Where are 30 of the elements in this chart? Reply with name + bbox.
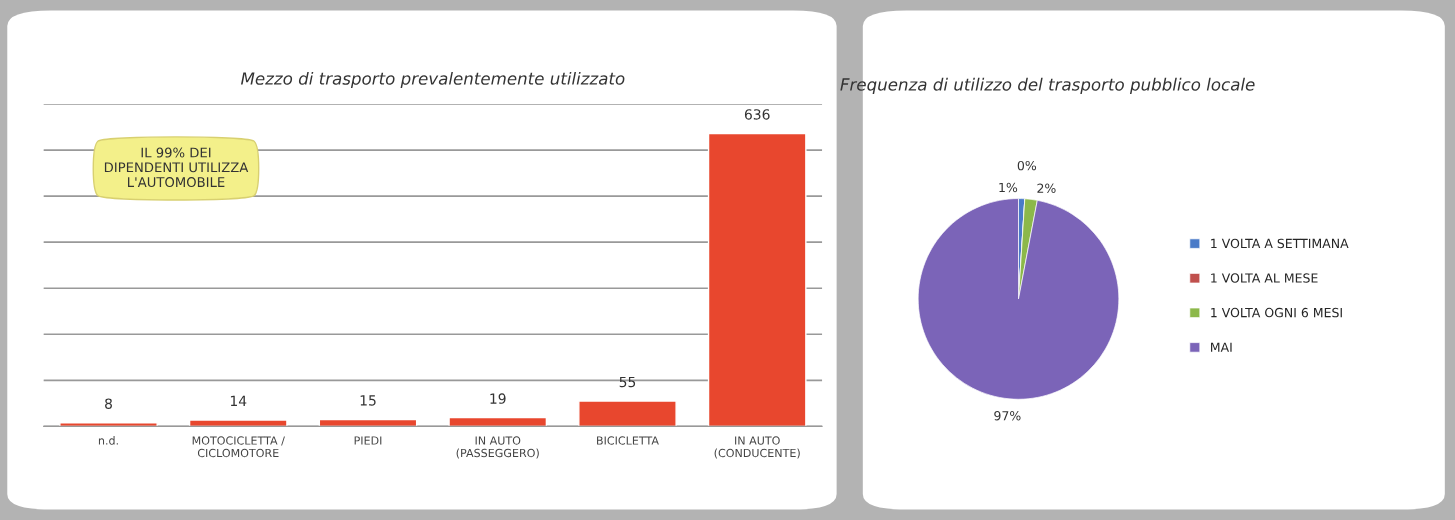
bar [448,416,548,427]
x-tick-label: n.d. [98,436,118,445]
data-label: 2% [1037,183,1056,194]
bar [578,400,677,427]
bar [318,418,418,427]
x-tick-label: IN AUTO (PASSEGGERO) [456,436,539,459]
data-label: 14 [230,395,247,406]
bar [707,132,807,427]
pie-slice [917,198,1120,400]
legend-label: 1 VOLTA OGNI 6 MESI [1211,307,1342,318]
chart-title: Mezzo di trasporto prevalentemente utilizzato [240,71,625,89]
data-label: 8 [105,398,112,409]
legend-label: 1 VOLTA AL MESE [1211,273,1318,283]
data-label: 636 [744,109,770,120]
legend-label: 1 VOLTA A SETTIMANA [1211,238,1349,249]
legend-label: MAI [1211,342,1232,352]
x-tick-label: PIEDI [354,436,382,445]
text: 0% [1017,160,1037,171]
data-label: 1% [999,182,1018,193]
bar [59,422,158,427]
data-label: 19 [490,393,506,404]
data-label: 55 [619,376,636,388]
x-tick-label: MOTOCICLETTA / CICLOMOTORE [192,436,285,458]
x-tick-label: BICICLETTA [597,436,659,445]
bar [188,419,288,427]
annotation: IL 99% DEI DIPENDENTI UTILIZZA L'AUTOMOBILE [104,147,249,188]
x-tick-label: IN AUTO (CONDUCENTE) [714,436,800,459]
chart-title: Frequenza di utilizzo del trasporto pubblico locale [840,77,1255,94]
data-label: 15 [360,395,376,406]
data-label: 97% [994,410,1021,421]
